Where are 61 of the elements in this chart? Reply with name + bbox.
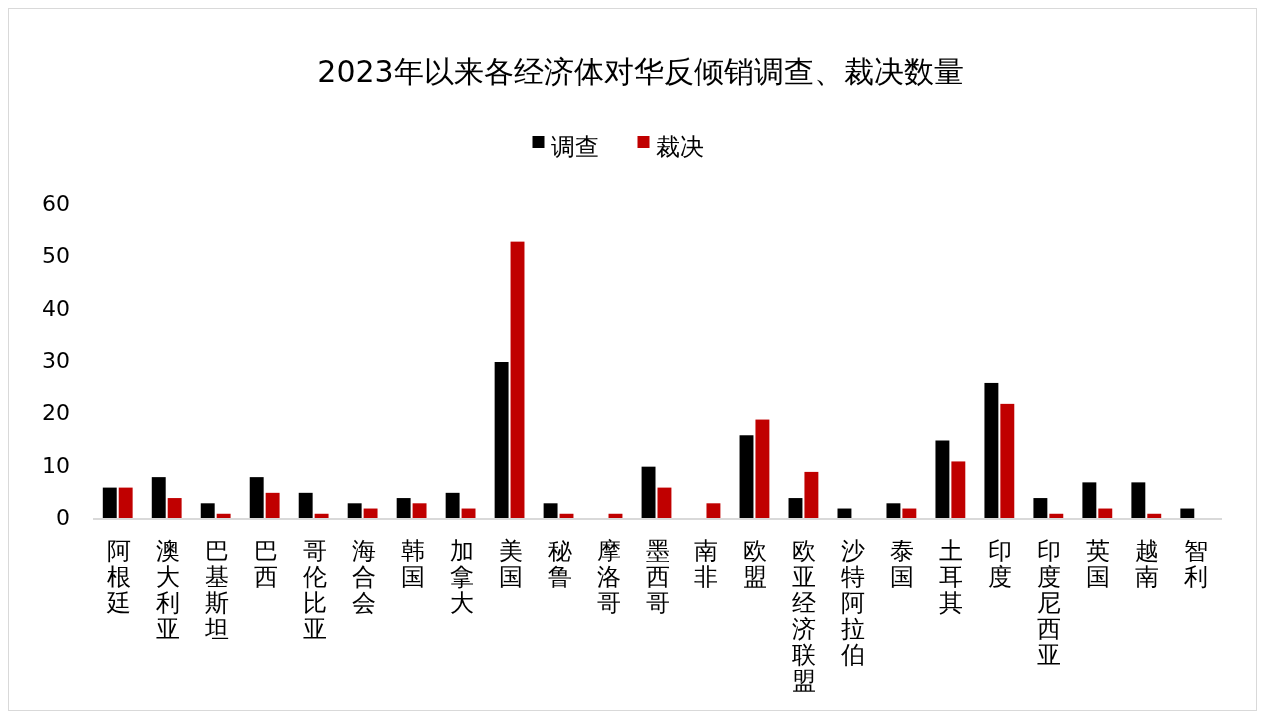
bar bbox=[200, 503, 215, 519]
bar bbox=[804, 471, 819, 519]
bar bbox=[706, 503, 721, 519]
bar bbox=[510, 241, 525, 519]
x-tick-label: 阿根廷 bbox=[105, 537, 131, 617]
x-tick-label: 印度尼西亚 bbox=[1037, 537, 1062, 669]
x-tick-label: 土耳其 bbox=[939, 537, 964, 617]
x-tick-label: 巴基斯坦 bbox=[203, 537, 229, 643]
bar bbox=[167, 498, 182, 519]
x-tick-label: 墨西哥 bbox=[645, 537, 670, 617]
x-tick-label: 巴西 bbox=[253, 537, 278, 591]
bar bbox=[1131, 482, 1146, 519]
x-tick-label: 欧亚经济联盟 bbox=[792, 537, 817, 695]
bar bbox=[935, 440, 950, 519]
x-tick-label: 泰国 bbox=[890, 537, 915, 591]
bar bbox=[1000, 403, 1015, 519]
x-tick-label: 南非 bbox=[694, 537, 719, 591]
x-tick-label: 智利 bbox=[1184, 537, 1209, 591]
bar bbox=[151, 477, 166, 519]
x-tick-label: 沙特阿拉伯 bbox=[840, 537, 866, 669]
legend-label: 裁决 bbox=[655, 133, 704, 161]
bar bbox=[739, 435, 754, 519]
x-tick-label: 摩洛哥 bbox=[596, 537, 621, 617]
bar bbox=[543, 503, 558, 519]
x-tick-label: 哥伦比亚 bbox=[302, 537, 327, 643]
bar bbox=[1033, 498, 1048, 519]
bar bbox=[886, 503, 901, 519]
bar bbox=[396, 498, 411, 519]
x-tick-label: 海合会 bbox=[351, 537, 376, 617]
y-tick-label: 40 bbox=[42, 295, 70, 321]
y-tick-label: 60 bbox=[42, 191, 70, 216]
x-tick-label: 澳大利亚 bbox=[155, 537, 180, 643]
bar bbox=[118, 487, 133, 519]
legend-label: 调查 bbox=[550, 133, 599, 161]
x-tick-label: 英国 bbox=[1086, 537, 1111, 591]
x-tick-label: 美国 bbox=[498, 537, 523, 591]
bar bbox=[641, 466, 656, 519]
y-tick-label: 30 bbox=[42, 348, 70, 373]
y-tick-label: 20 bbox=[42, 400, 70, 426]
x-tick-label: 印度 bbox=[988, 537, 1013, 591]
x-tick-label: 秘鲁 bbox=[547, 537, 572, 591]
chart-title: 2023年以来各经济体对华反倾销调查、裁决数量 bbox=[317, 54, 964, 89]
bar bbox=[1082, 482, 1097, 519]
y-tick-label: 10 bbox=[42, 452, 70, 478]
bar bbox=[249, 477, 264, 519]
bar bbox=[951, 461, 966, 519]
bar bbox=[265, 492, 280, 519]
y-tick-label: 50 bbox=[42, 243, 70, 269]
x-tick-label: 韩国 bbox=[400, 537, 425, 591]
y-tick-label: 0 bbox=[56, 505, 70, 530]
bar bbox=[102, 487, 117, 519]
bar bbox=[347, 503, 362, 519]
bar bbox=[494, 362, 509, 519]
bar bbox=[755, 419, 770, 519]
bar bbox=[445, 492, 460, 519]
bar bbox=[298, 492, 313, 519]
x-tick-label: 欧盟 bbox=[743, 537, 768, 591]
x-tick-label: 越南 bbox=[1135, 537, 1160, 591]
x-tick-label: 加拿大 bbox=[449, 537, 474, 617]
bar bbox=[984, 382, 999, 519]
bar bbox=[412, 503, 427, 519]
